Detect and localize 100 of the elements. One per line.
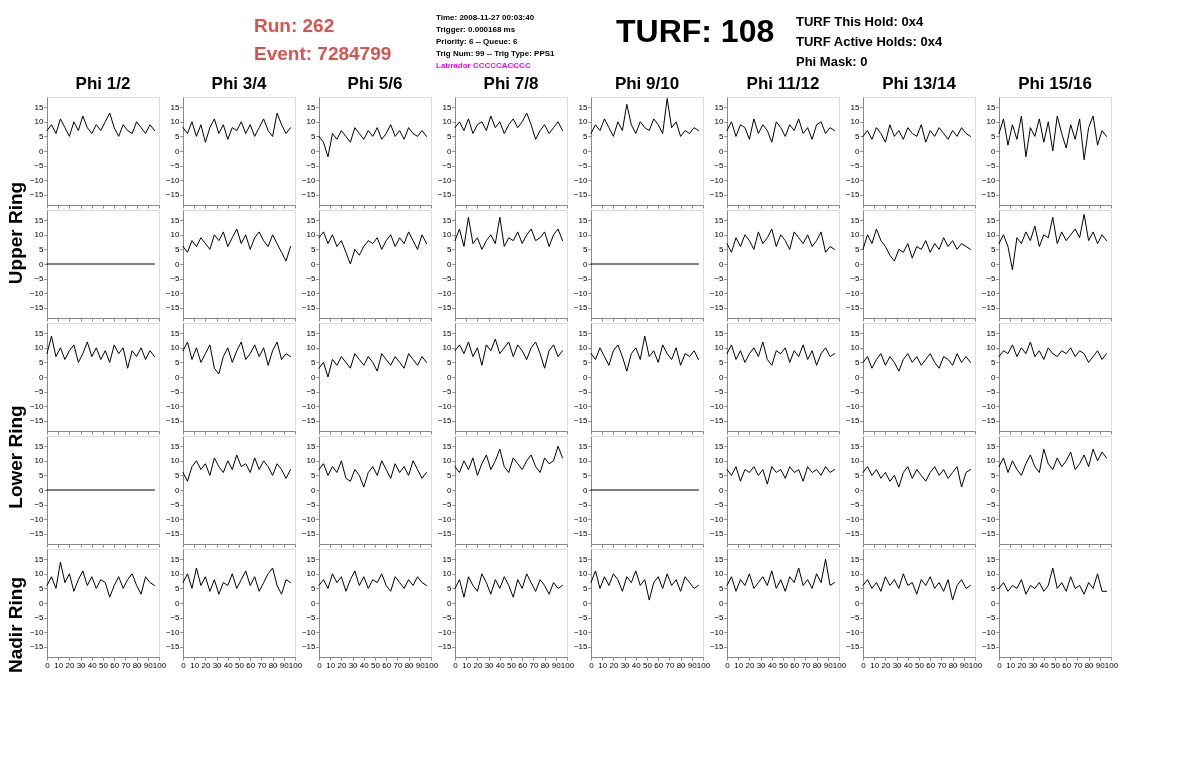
y-tick-label: −5: [714, 387, 725, 397]
y-tick-label: 15: [986, 215, 997, 225]
y-tick-label: 0: [991, 259, 997, 269]
y-tick-label: 10: [714, 569, 725, 579]
x-tick-label: 60: [382, 660, 392, 670]
y-tick-label: −10: [301, 175, 317, 185]
y-tick-label: 10: [714, 456, 725, 466]
y-tick-label: −10: [301, 288, 317, 298]
y-tick-label: −5: [306, 274, 317, 284]
y-tick-label: −10: [165, 627, 181, 637]
y-tick-label: −15: [981, 642, 997, 652]
y-tick-label: −10: [981, 288, 997, 298]
x-tick-label: 10: [598, 660, 608, 670]
y-tick-label: 15: [306, 554, 317, 564]
y-tick-label: −5: [442, 161, 453, 171]
y-tick-label: 5: [175, 357, 181, 367]
y-tick-label: −10: [709, 401, 725, 411]
line-series: [998, 567, 1108, 595]
y-tick-label: −10: [573, 514, 589, 524]
y-tick-label: −15: [29, 303, 45, 313]
y-tick-label: −15: [709, 416, 725, 426]
y-tick-label: 0: [855, 146, 861, 156]
y-tick-label: −15: [165, 416, 181, 426]
y-tick-label: 15: [850, 554, 861, 564]
x-tick-label: 10: [734, 660, 744, 670]
y-tick-label: 10: [306, 569, 317, 579]
y-tick-label: −5: [986, 274, 997, 284]
y-tick-label: 5: [991, 244, 997, 254]
y-tick-label: −15: [437, 190, 453, 200]
y-tick-label: 15: [578, 328, 589, 338]
y-tick-label: −15: [301, 642, 317, 652]
x-tick-label: 80: [132, 660, 143, 670]
y-tick-label: 10: [578, 569, 589, 579]
y-tick-label: −15: [981, 190, 997, 200]
text: Trig Num: 99 -- Trig Type: PPS1: [436, 49, 556, 58]
y-tick-label: 0: [583, 146, 589, 156]
y-tick-label: 0: [311, 598, 317, 608]
y-tick-label: −15: [573, 303, 589, 313]
y-tick-label: 0: [447, 598, 453, 608]
y-tick-label: 15: [850, 441, 861, 451]
y-tick-label: 15: [34, 328, 45, 338]
line-series: [454, 445, 564, 476]
y-tick-label: 15: [442, 554, 453, 564]
y-tick-label: 5: [311, 244, 317, 254]
line-series: [318, 353, 428, 378]
y-tick-label: 10: [34, 343, 45, 353]
y-tick-label: −15: [573, 190, 589, 200]
y-tick-label: 5: [719, 583, 725, 593]
y-tick-label: 10: [34, 569, 45, 579]
y-tick-label: 10: [578, 230, 589, 240]
y-tick-label: −15: [573, 642, 589, 652]
y-tick-label: −10: [573, 175, 589, 185]
y-tick-label: 0: [311, 259, 317, 269]
y-tick-label: 15: [306, 441, 317, 451]
y-tick-label: 0: [311, 372, 317, 382]
y-tick-label: 5: [583, 131, 589, 141]
y-tick-label: 10: [442, 117, 453, 127]
line-series: [46, 561, 156, 598]
x-tick-label: 40: [1039, 660, 1050, 670]
y-axis-title: Upper Ring: [5, 181, 26, 285]
y-tick-label: 5: [855, 244, 861, 254]
y-tick-label: −10: [709, 627, 725, 637]
y-tick-label: 10: [578, 456, 589, 466]
chart-title: Phi 9/10: [614, 74, 680, 93]
x-tick-label: 50: [371, 660, 381, 670]
y-tick-label: 10: [170, 456, 181, 466]
y-tick-label: 5: [583, 583, 589, 593]
y-tick-label: −10: [709, 288, 725, 298]
y-tick-label: 15: [714, 554, 725, 564]
y-tick-label: 5: [991, 131, 997, 141]
y-tick-label: 10: [714, 230, 725, 240]
y-tick-label: 15: [986, 441, 997, 451]
y-tick-label: 10: [986, 117, 997, 127]
x-tick-label: 100: [424, 660, 439, 670]
y-tick-label: 10: [850, 117, 861, 127]
line-series: [998, 448, 1108, 476]
y-tick-label: −15: [29, 190, 45, 200]
x-tick-label: 40: [767, 660, 778, 670]
y-tick-label: 0: [39, 146, 45, 156]
y-tick-label: −5: [578, 274, 589, 284]
y-tick-label: 0: [583, 259, 589, 269]
x-tick-label: 100: [1104, 660, 1119, 670]
y-tick-label: 15: [986, 328, 997, 338]
y-tick-label: −10: [437, 288, 453, 298]
line-series: [726, 228, 836, 253]
y-tick-label: −15: [301, 303, 317, 313]
y-tick-label: 15: [986, 554, 997, 564]
x-tick-label: 50: [779, 660, 789, 670]
x-tick-label: 90: [143, 660, 154, 670]
y-tick-label: 0: [991, 372, 997, 382]
x-tick-label: 10: [462, 660, 472, 670]
x-tick-label: 100: [968, 660, 983, 670]
y-tick-label: −10: [981, 514, 997, 524]
x-tick-label: 60: [518, 660, 528, 670]
y-tick-label: 0: [855, 485, 861, 495]
y-tick-label: 15: [986, 102, 997, 112]
y-tick-label: −15: [29, 529, 45, 539]
y-tick-label: 10: [578, 117, 589, 127]
x-tick-label: 10: [190, 660, 200, 670]
y-tick-label: −5: [714, 500, 725, 510]
